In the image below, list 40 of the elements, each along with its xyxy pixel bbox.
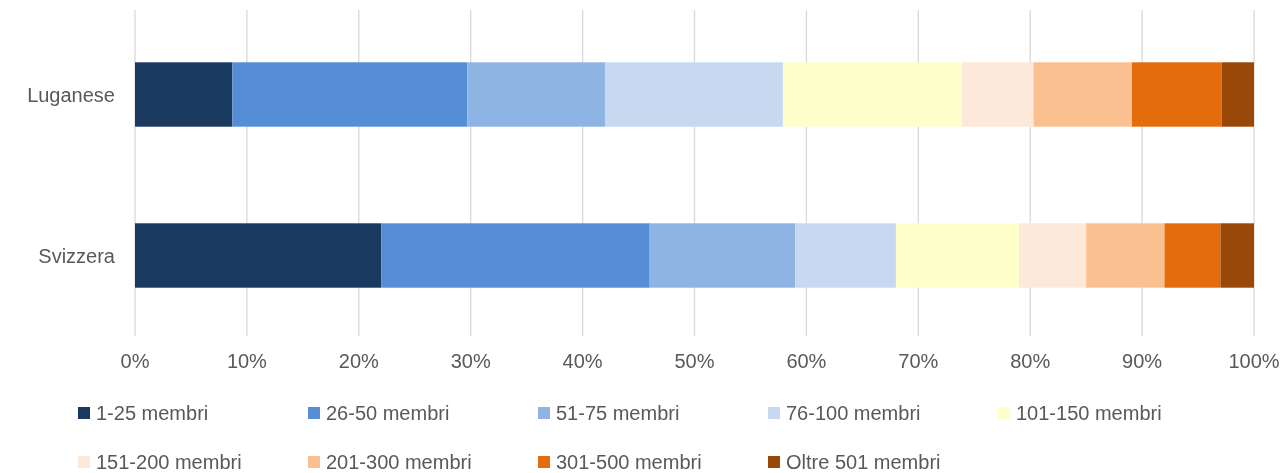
bar <box>895 223 1020 288</box>
bar <box>649 223 796 288</box>
x-tick-label: 0% <box>120 350 150 372</box>
bar <box>1164 223 1221 288</box>
bar <box>135 62 233 127</box>
legend-label: 301-500 membri <box>556 451 702 473</box>
bar <box>381 223 650 288</box>
legend-label: 26-50 membri <box>326 402 450 424</box>
legend-label: 76-100 membri <box>786 402 921 424</box>
bar <box>1132 62 1222 127</box>
x-tick-label: 10% <box>226 350 268 372</box>
legend-label: 51-75 membri <box>556 402 680 424</box>
legend-label: 201-300 membri <box>326 451 472 473</box>
bar <box>1220 223 1254 288</box>
bar <box>795 223 896 288</box>
y-tick-label: Svizzera <box>38 244 116 267</box>
y-tick-label: Luganese <box>27 83 115 106</box>
x-tick-label: 90% <box>1122 350 1163 372</box>
bar <box>467 62 605 127</box>
bar <box>1221 62 1254 127</box>
x-tick-label: 100% <box>1228 350 1280 372</box>
x-tick-label: 40% <box>562 350 603 372</box>
legend-label: 101-150 membri <box>1016 402 1162 424</box>
x-tick-label: 50% <box>674 350 715 372</box>
bar <box>135 223 382 288</box>
legend-label: Oltre 501 membri <box>786 451 941 473</box>
bar <box>604 62 783 127</box>
legend-label: 151-200 membri <box>96 451 242 473</box>
bar <box>1019 223 1087 288</box>
x-tick-label: 20% <box>338 350 380 372</box>
x-tick-label: 80% <box>1010 350 1051 372</box>
x-tick-label: 70% <box>898 350 939 372</box>
bar <box>232 62 468 127</box>
bar <box>782 62 962 127</box>
legend-label: 1-25 membri <box>96 402 209 424</box>
bar <box>1033 62 1133 127</box>
x-tick-label: 60% <box>786 350 827 372</box>
bar <box>1086 223 1165 288</box>
bar <box>961 62 1034 127</box>
x-tick-label: 30% <box>450 350 491 372</box>
